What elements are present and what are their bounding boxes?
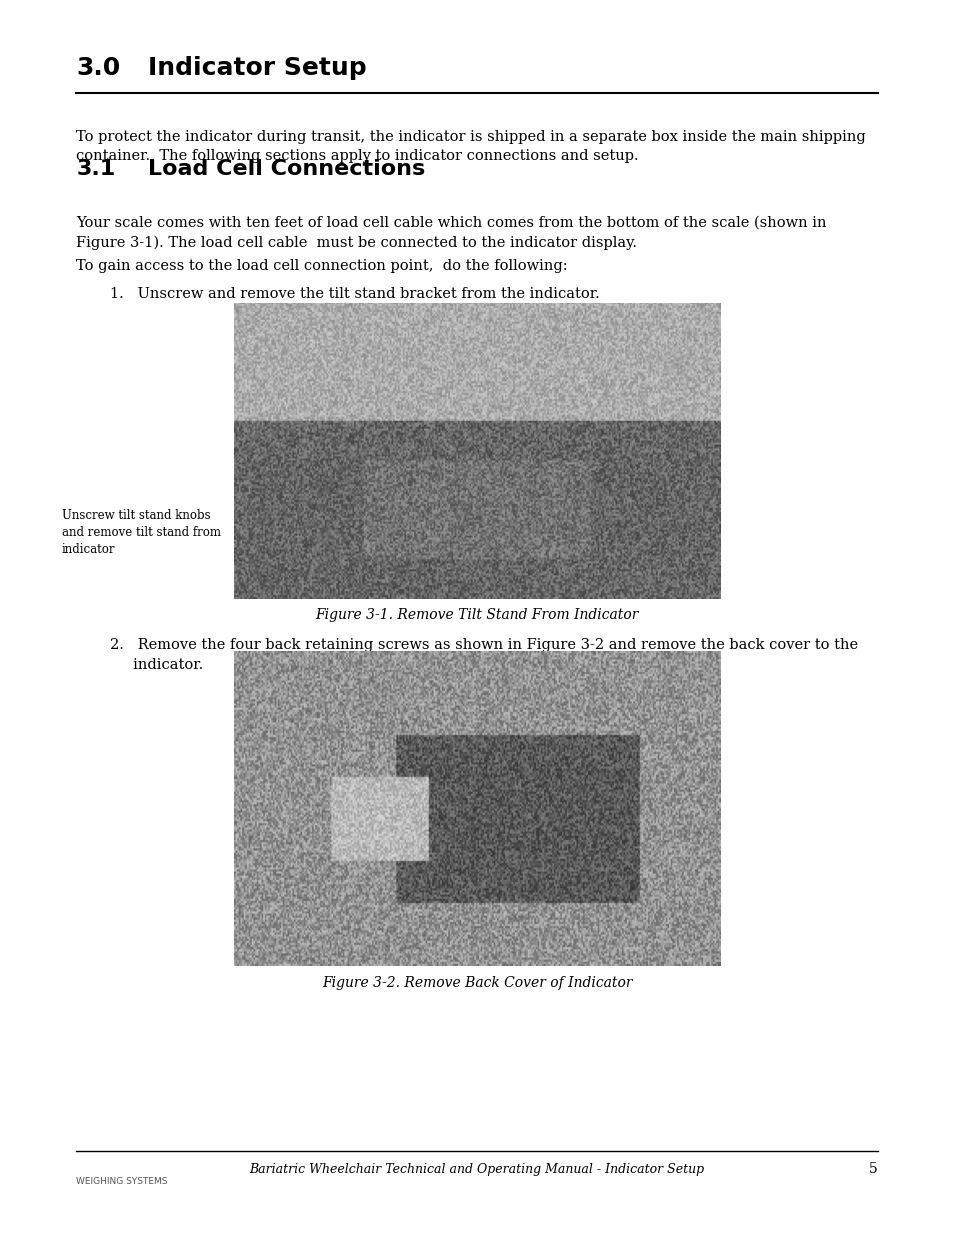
Text: Figure 3-2. Remove Back Cover of Indicator: Figure 3-2. Remove Back Cover of Indicat… xyxy=(321,976,632,989)
Text: RICE LAKE: RICE LAKE xyxy=(96,1167,152,1177)
Text: Load Cell Connections: Load Cell Connections xyxy=(148,159,425,179)
Text: Unscrew tilt stand knobs
and remove tilt stand from
indicator: Unscrew tilt stand knobs and remove tilt… xyxy=(62,509,221,556)
Text: To gain access to the load cell connection point,  do the following:: To gain access to the load cell connecti… xyxy=(76,259,567,273)
Text: 2.   Remove the four back retaining screws as shown in Figure 3-2 and remove the: 2. Remove the four back retaining screws… xyxy=(110,638,857,672)
Text: To protect the indicator during transit, the indicator is shipped in a separate : To protect the indicator during transit,… xyxy=(76,130,865,163)
Text: Bariatric Wheelchair Technical and Operating Manual - Indicator Setup: Bariatric Wheelchair Technical and Opera… xyxy=(249,1162,704,1176)
Text: 3.1: 3.1 xyxy=(76,159,115,179)
Text: WEIGHING SYSTEMS: WEIGHING SYSTEMS xyxy=(76,1177,168,1186)
Text: 1.   Unscrew and remove the tilt stand bracket from the indicator.: 1. Unscrew and remove the tilt stand bra… xyxy=(110,287,598,300)
Text: 3.0: 3.0 xyxy=(76,57,120,80)
Text: Figure 3-1. Remove Tilt Stand From Indicator: Figure 3-1. Remove Tilt Stand From Indic… xyxy=(315,608,638,621)
Text: Your scale comes with ten feet of load cell cable which comes from the bottom of: Your scale comes with ten feet of load c… xyxy=(76,216,826,251)
Text: Indicator Setup: Indicator Setup xyxy=(148,57,366,80)
Text: 5: 5 xyxy=(868,1162,877,1176)
